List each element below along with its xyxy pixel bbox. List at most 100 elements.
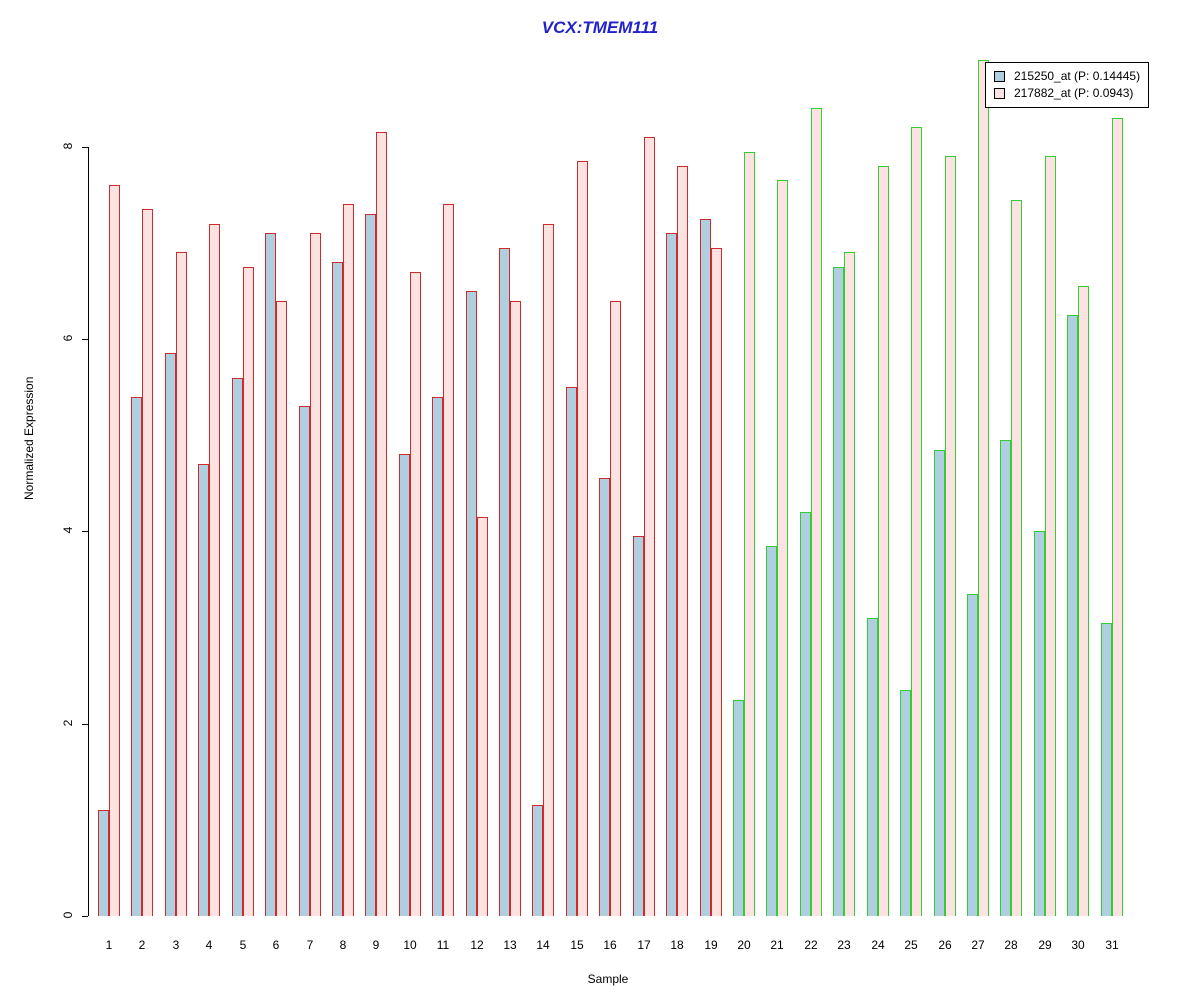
- bar-sample28-series2: [1011, 200, 1022, 916]
- bar-sample2-series2: [142, 209, 153, 916]
- chart-title: VCX:TMEM111: [541, 18, 659, 37]
- x-label-19: 19: [704, 938, 718, 952]
- x-label-21: 21: [770, 938, 784, 952]
- legend-row-series2: 217882_at (P: 0.0943): [994, 85, 1140, 102]
- bar-sample22-series2: [811, 108, 822, 916]
- bar-sample25-series1: [900, 690, 911, 916]
- y-tick-4: [82, 531, 88, 533]
- bar-sample18-series2: [677, 166, 688, 916]
- bar-sample15-series1: [566, 387, 577, 916]
- bar-sample4-series1: [198, 464, 209, 916]
- legend-box: 215250_at (P: 0.14445) 217882_at (P: 0.0…: [985, 62, 1150, 108]
- bar-sample8-series2: [343, 204, 354, 916]
- bar-sample13-series2: [510, 301, 521, 916]
- x-label-8: 8: [339, 938, 347, 952]
- bar-sample17-series1: [633, 536, 644, 916]
- bar-sample12-series1: [466, 291, 477, 916]
- x-label-22: 22: [804, 938, 818, 952]
- x-label-16: 16: [603, 938, 617, 952]
- bar-sample11-series2: [443, 204, 454, 916]
- bar-sample23-series1: [833, 267, 844, 916]
- bar-sample18-series1: [666, 233, 677, 916]
- bar-sample1-series1: [98, 810, 109, 916]
- legend-label-series2: 217882_at (P: 0.0943): [1014, 86, 1134, 100]
- y-axis-title: Normalized Expression: [22, 376, 36, 500]
- bar-sample19-series2: [711, 248, 722, 916]
- bar-sample31-series1: [1101, 623, 1112, 916]
- legend-swatch-series2: [994, 88, 1005, 99]
- x-label-6: 6: [272, 938, 280, 952]
- x-label-27: 27: [971, 938, 985, 952]
- bar-sample8-series1: [332, 262, 343, 916]
- bar-sample14-series1: [532, 805, 543, 916]
- bar-sample19-series1: [700, 219, 711, 916]
- y-tick-label-8: 8: [61, 142, 75, 150]
- x-label-2: 2: [138, 938, 146, 952]
- bar-sample12-series2: [477, 517, 488, 916]
- x-label-24: 24: [871, 938, 885, 952]
- x-label-4: 4: [205, 938, 213, 952]
- x-label-23: 23: [837, 938, 851, 952]
- bar-sample13-series1: [499, 248, 510, 916]
- x-label-5: 5: [239, 938, 247, 952]
- bar-sample7-series1: [299, 406, 310, 916]
- bar-sample22-series1: [800, 512, 811, 916]
- bar-sample14-series2: [543, 224, 554, 916]
- bar-sample16-series1: [599, 478, 610, 916]
- bar-sample17-series2: [644, 137, 655, 916]
- x-label-31: 31: [1105, 938, 1119, 952]
- bar-sample16-series2: [610, 301, 621, 916]
- bar-sample6-series1: [265, 233, 276, 916]
- bar-sample15-series2: [577, 161, 588, 916]
- x-label-1: 1: [105, 938, 113, 952]
- x-label-25: 25: [904, 938, 918, 952]
- x-label-15: 15: [570, 938, 584, 952]
- bar-sample2-series1: [131, 397, 142, 916]
- x-label-3: 3: [172, 938, 180, 952]
- bar-sample3-series1: [165, 353, 176, 916]
- bar-sample9-series1: [365, 214, 376, 916]
- x-label-30: 30: [1071, 938, 1085, 952]
- y-axis-line: [88, 147, 89, 916]
- y-tick-8: [82, 146, 88, 148]
- y-tick-label-4: 4: [61, 527, 75, 534]
- bar-sample20-series2: [744, 152, 755, 916]
- bar-sample24-series1: [867, 618, 878, 916]
- y-tick-label-6: 6: [61, 334, 75, 342]
- y-tick-label-2: 2: [61, 719, 75, 727]
- bar-sample21-series1: [766, 546, 777, 916]
- x-label-11: 11: [436, 938, 450, 952]
- bar-sample7-series2: [310, 233, 321, 916]
- bar-sample24-series2: [878, 166, 889, 916]
- y-tick-6: [82, 339, 88, 341]
- x-label-12: 12: [470, 938, 484, 952]
- bar-sample27-series1: [967, 594, 978, 916]
- bar-sample20-series1: [733, 700, 744, 916]
- bar-sample23-series2: [844, 252, 855, 916]
- legend-row-series1: 215250_at (P: 0.14445): [994, 68, 1140, 85]
- bar-sample21-series2: [777, 180, 788, 916]
- bar-sample25-series2: [911, 127, 922, 916]
- bar-sample5-series2: [243, 267, 254, 916]
- x-label-10: 10: [403, 938, 417, 952]
- bar-sample5-series1: [232, 378, 243, 916]
- x-label-7: 7: [306, 938, 314, 952]
- bar-sample31-series2: [1112, 118, 1123, 916]
- legend-swatch-series1: [994, 71, 1005, 82]
- x-label-29: 29: [1038, 938, 1052, 952]
- bar-sample6-series2: [276, 301, 287, 916]
- bar-sample10-series1: [399, 454, 410, 916]
- bar-sample26-series2: [945, 156, 956, 916]
- bar-sample26-series1: [934, 450, 945, 916]
- bar-sample29-series2: [1045, 156, 1056, 916]
- x-label-20: 20: [737, 938, 751, 952]
- x-label-9: 9: [372, 938, 380, 952]
- y-tick-0: [82, 916, 88, 917]
- bar-sample4-series2: [209, 224, 220, 916]
- bar-sample11-series1: [432, 397, 443, 916]
- x-label-17: 17: [637, 938, 651, 952]
- bar-sample28-series1: [1000, 440, 1011, 916]
- y-tick-2: [82, 723, 88, 725]
- bar-sample29-series1: [1034, 531, 1045, 916]
- bar-sample30-series1: [1067, 315, 1078, 916]
